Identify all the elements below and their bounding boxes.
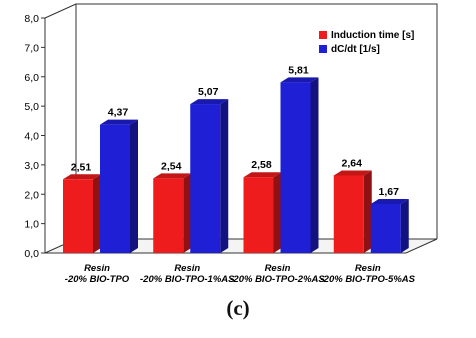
bar-side-induction — [93, 174, 101, 253]
x-tick-label: Resin -20% BIO-TPO-1%AS — [140, 263, 235, 285]
data-label: 1,67 — [379, 186, 400, 198]
bar-side-induction — [183, 173, 192, 253]
x-tick-label-line: Resin — [265, 263, 291, 274]
back-wall-frame — [75, 3, 438, 239]
bar-side-induction — [363, 170, 372, 253]
legend-swatch — [319, 45, 327, 53]
x-tick-label-line: Resin — [84, 263, 110, 274]
y-tick-label: 1,0 — [24, 219, 39, 231]
bar-top-induction — [243, 172, 282, 178]
bar-side-induction — [273, 172, 282, 253]
y-axis-top-edge — [44, 3, 77, 19]
bar-top-induction — [63, 174, 101, 180]
data-label: 2,64 — [342, 157, 363, 169]
bar-top-induction — [333, 170, 372, 176]
data-label: 5,81 — [288, 64, 309, 76]
bar-side-dcdt — [130, 119, 138, 253]
x-tick-label: Resin -20% BIO-TPO — [65, 263, 130, 285]
figure-caption: (c) — [226, 296, 250, 320]
bar-dcdt — [190, 104, 221, 253]
bar-side-dcdt — [220, 99, 229, 253]
bar-induction-time — [243, 177, 274, 253]
data-label: 2,51 — [71, 161, 92, 173]
y-tick-label: 3,0 — [24, 160, 39, 172]
legend-label: Induction time [s] — [331, 30, 414, 41]
bar-top-dcdt — [370, 198, 409, 204]
x-tick-label-line: -20% BIO-TPO-2%AS — [230, 274, 325, 285]
y-tick-label: 8,0 — [24, 13, 39, 25]
data-label: 2,58 — [251, 159, 272, 171]
x-tick-label: Resin -20% BIO-TPO-2%AS — [230, 263, 325, 285]
bar-top-dcdt — [190, 99, 229, 105]
bar-induction-time — [63, 179, 93, 253]
legend-label: dC/dt [1/s] — [331, 44, 380, 55]
bar-dcdt — [280, 82, 311, 253]
bar-induction-time — [333, 175, 364, 253]
bar-top-dcdt — [280, 77, 319, 83]
data-label: 5,07 — [198, 86, 219, 98]
x-tick-label-line: -20% BIO-TPO — [65, 274, 130, 285]
bar-dcdt — [100, 124, 130, 253]
data-label: 2,54 — [161, 160, 182, 172]
y-tick-label: 5,0 — [24, 101, 39, 113]
y-tick-label: 6,0 — [24, 72, 39, 84]
y-tick-label: 2,0 — [24, 189, 39, 201]
bar-side-dcdt — [400, 198, 409, 253]
y-tick-label: 4,0 — [24, 131, 39, 143]
x-tick-label-line: Resin — [355, 263, 381, 274]
x-tick-label-line: Resin — [174, 263, 200, 274]
x-tick-label: Resin -20% BIO-TPO-5%AS — [321, 263, 416, 285]
bar-top-induction — [153, 173, 192, 179]
bar-top-dcdt — [100, 119, 138, 125]
x-tick-label-line: -20% BIO-TPO-1%AS — [140, 274, 235, 285]
y-tick-label: 0,0 — [24, 248, 39, 260]
legend-swatch — [319, 31, 327, 39]
x-tick-label-line: -20% BIO-TPO-5%AS — [321, 274, 416, 285]
bar-induction-time — [153, 178, 184, 253]
y-tick-label: 7,0 — [24, 42, 39, 54]
bar-dcdt — [370, 203, 401, 253]
bar-side-dcdt — [310, 77, 319, 253]
data-label: 4,37 — [108, 107, 129, 119]
